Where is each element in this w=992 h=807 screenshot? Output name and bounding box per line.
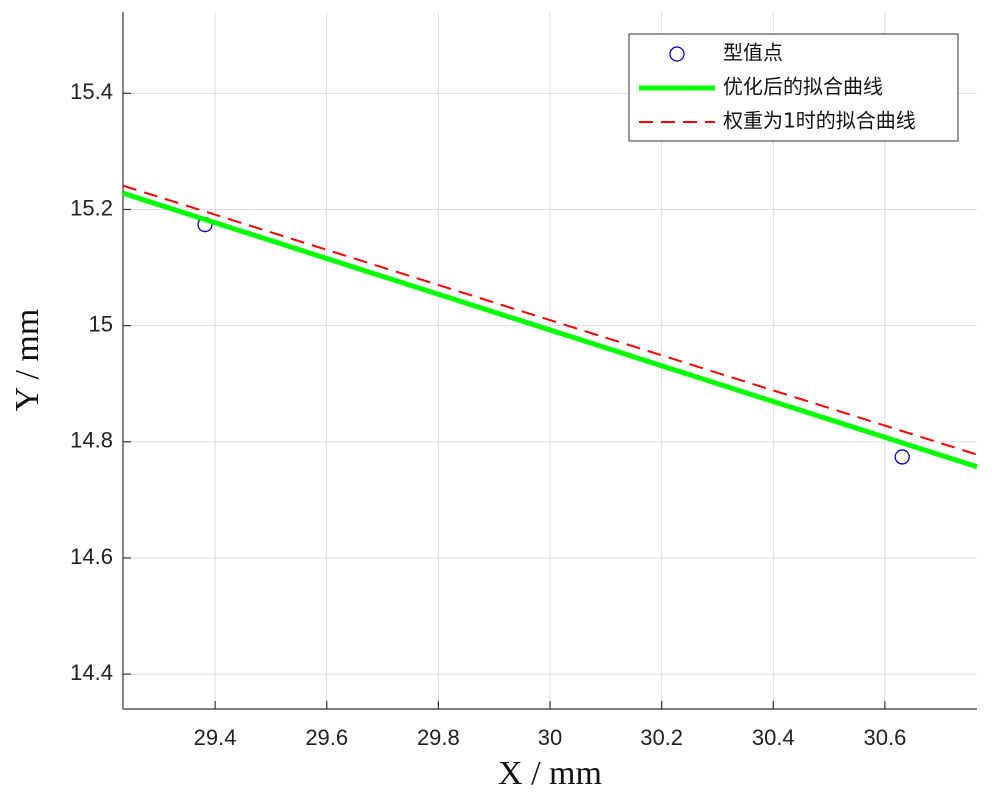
y-tick-label: 14.4 (70, 660, 113, 685)
x-tick-label: 30.2 (640, 725, 683, 750)
y-axis-label: Y / mm (9, 309, 46, 412)
fit-line (122, 190, 978, 470)
legend-label: 型值点 (723, 41, 783, 65)
data-point (894, 449, 910, 465)
y-tick-label: 15 (89, 311, 113, 336)
x-tick-label: 30 (538, 725, 562, 750)
y-tick-label: 15.4 (70, 79, 113, 104)
legend-label: 优化后的拟合曲线 (723, 75, 883, 99)
x-tick-label: 29.8 (417, 725, 460, 750)
legend-marker (669, 46, 685, 62)
fit-line (122, 184, 978, 456)
x-tick-label: 30.4 (752, 725, 795, 750)
y-tick-label: 15.2 (70, 195, 113, 220)
legend-label: 权重为1时的拟合曲线 (723, 109, 916, 133)
y-tick-label: 14.8 (70, 428, 113, 453)
y-tick-label: 14.6 (70, 544, 113, 569)
x-tick-label: 30.6 (863, 725, 906, 750)
x-tick-label: 29.4 (194, 725, 237, 750)
x-axis-label: X / mm (498, 755, 602, 792)
x-tick-label: 29.6 (305, 725, 348, 750)
